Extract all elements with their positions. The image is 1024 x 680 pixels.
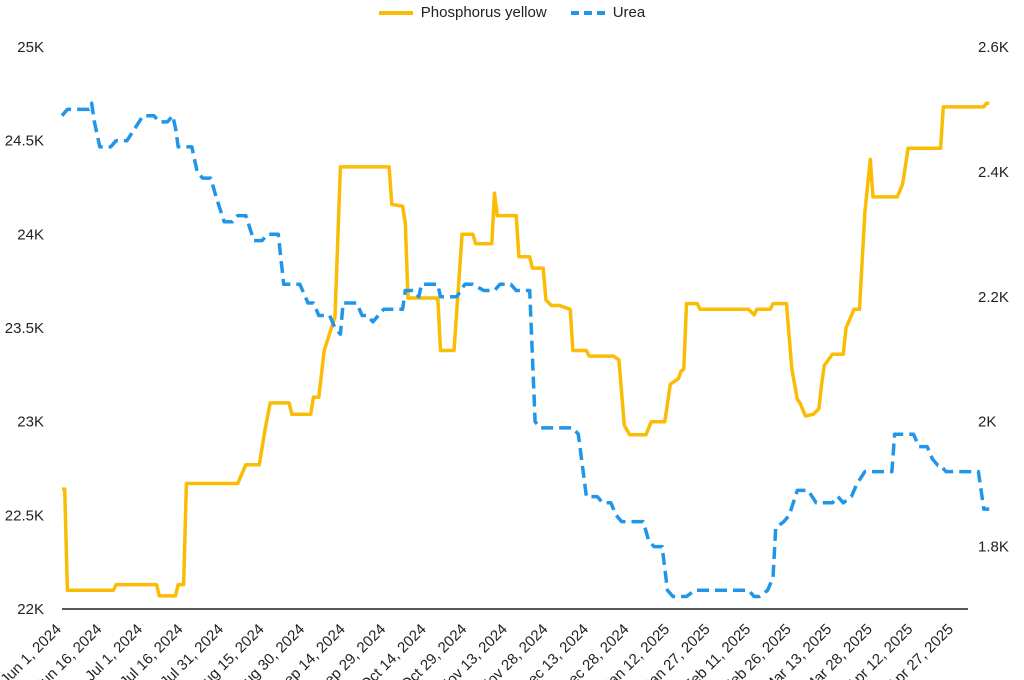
series-line-urea: [60, 101, 990, 599]
y-right-tick-label: 2K: [978, 414, 996, 431]
legend-label-urea: Urea: [612, 4, 646, 21]
y-left-tick-label: 22.5K: [5, 507, 44, 524]
y-left-tick-label: 23.5K: [5, 320, 44, 337]
y-left-tick-label: 24K: [17, 226, 44, 243]
legend-item-phosphorus[interactable]: Phosphorus yellow: [378, 4, 547, 21]
y-left-tick-label: 25K: [17, 39, 44, 56]
y-left-tick-label: 23K: [17, 414, 44, 431]
y-right-tick-label: 2.2K: [978, 289, 1009, 306]
y-left-tick-label: 22K: [17, 601, 44, 618]
y-right-tick-label: 1.8K: [978, 539, 1009, 556]
y-left-tick-label: 24.5K: [5, 133, 44, 150]
y-right-tick-label: 2.6K: [978, 39, 1009, 56]
chart-legend: Phosphorus yellow Urea: [0, 4, 1024, 21]
legend-swatch-urea: [570, 10, 605, 15]
legend-label-phosphorus: Phosphorus yellow: [420, 4, 547, 21]
legend-swatch-phosphorus: [378, 10, 413, 15]
series-line-phosphorus-yellow: [62, 101, 990, 598]
y-right-tick-label: 2.4K: [978, 164, 1009, 181]
legend-item-urea[interactable]: Urea: [570, 4, 646, 21]
